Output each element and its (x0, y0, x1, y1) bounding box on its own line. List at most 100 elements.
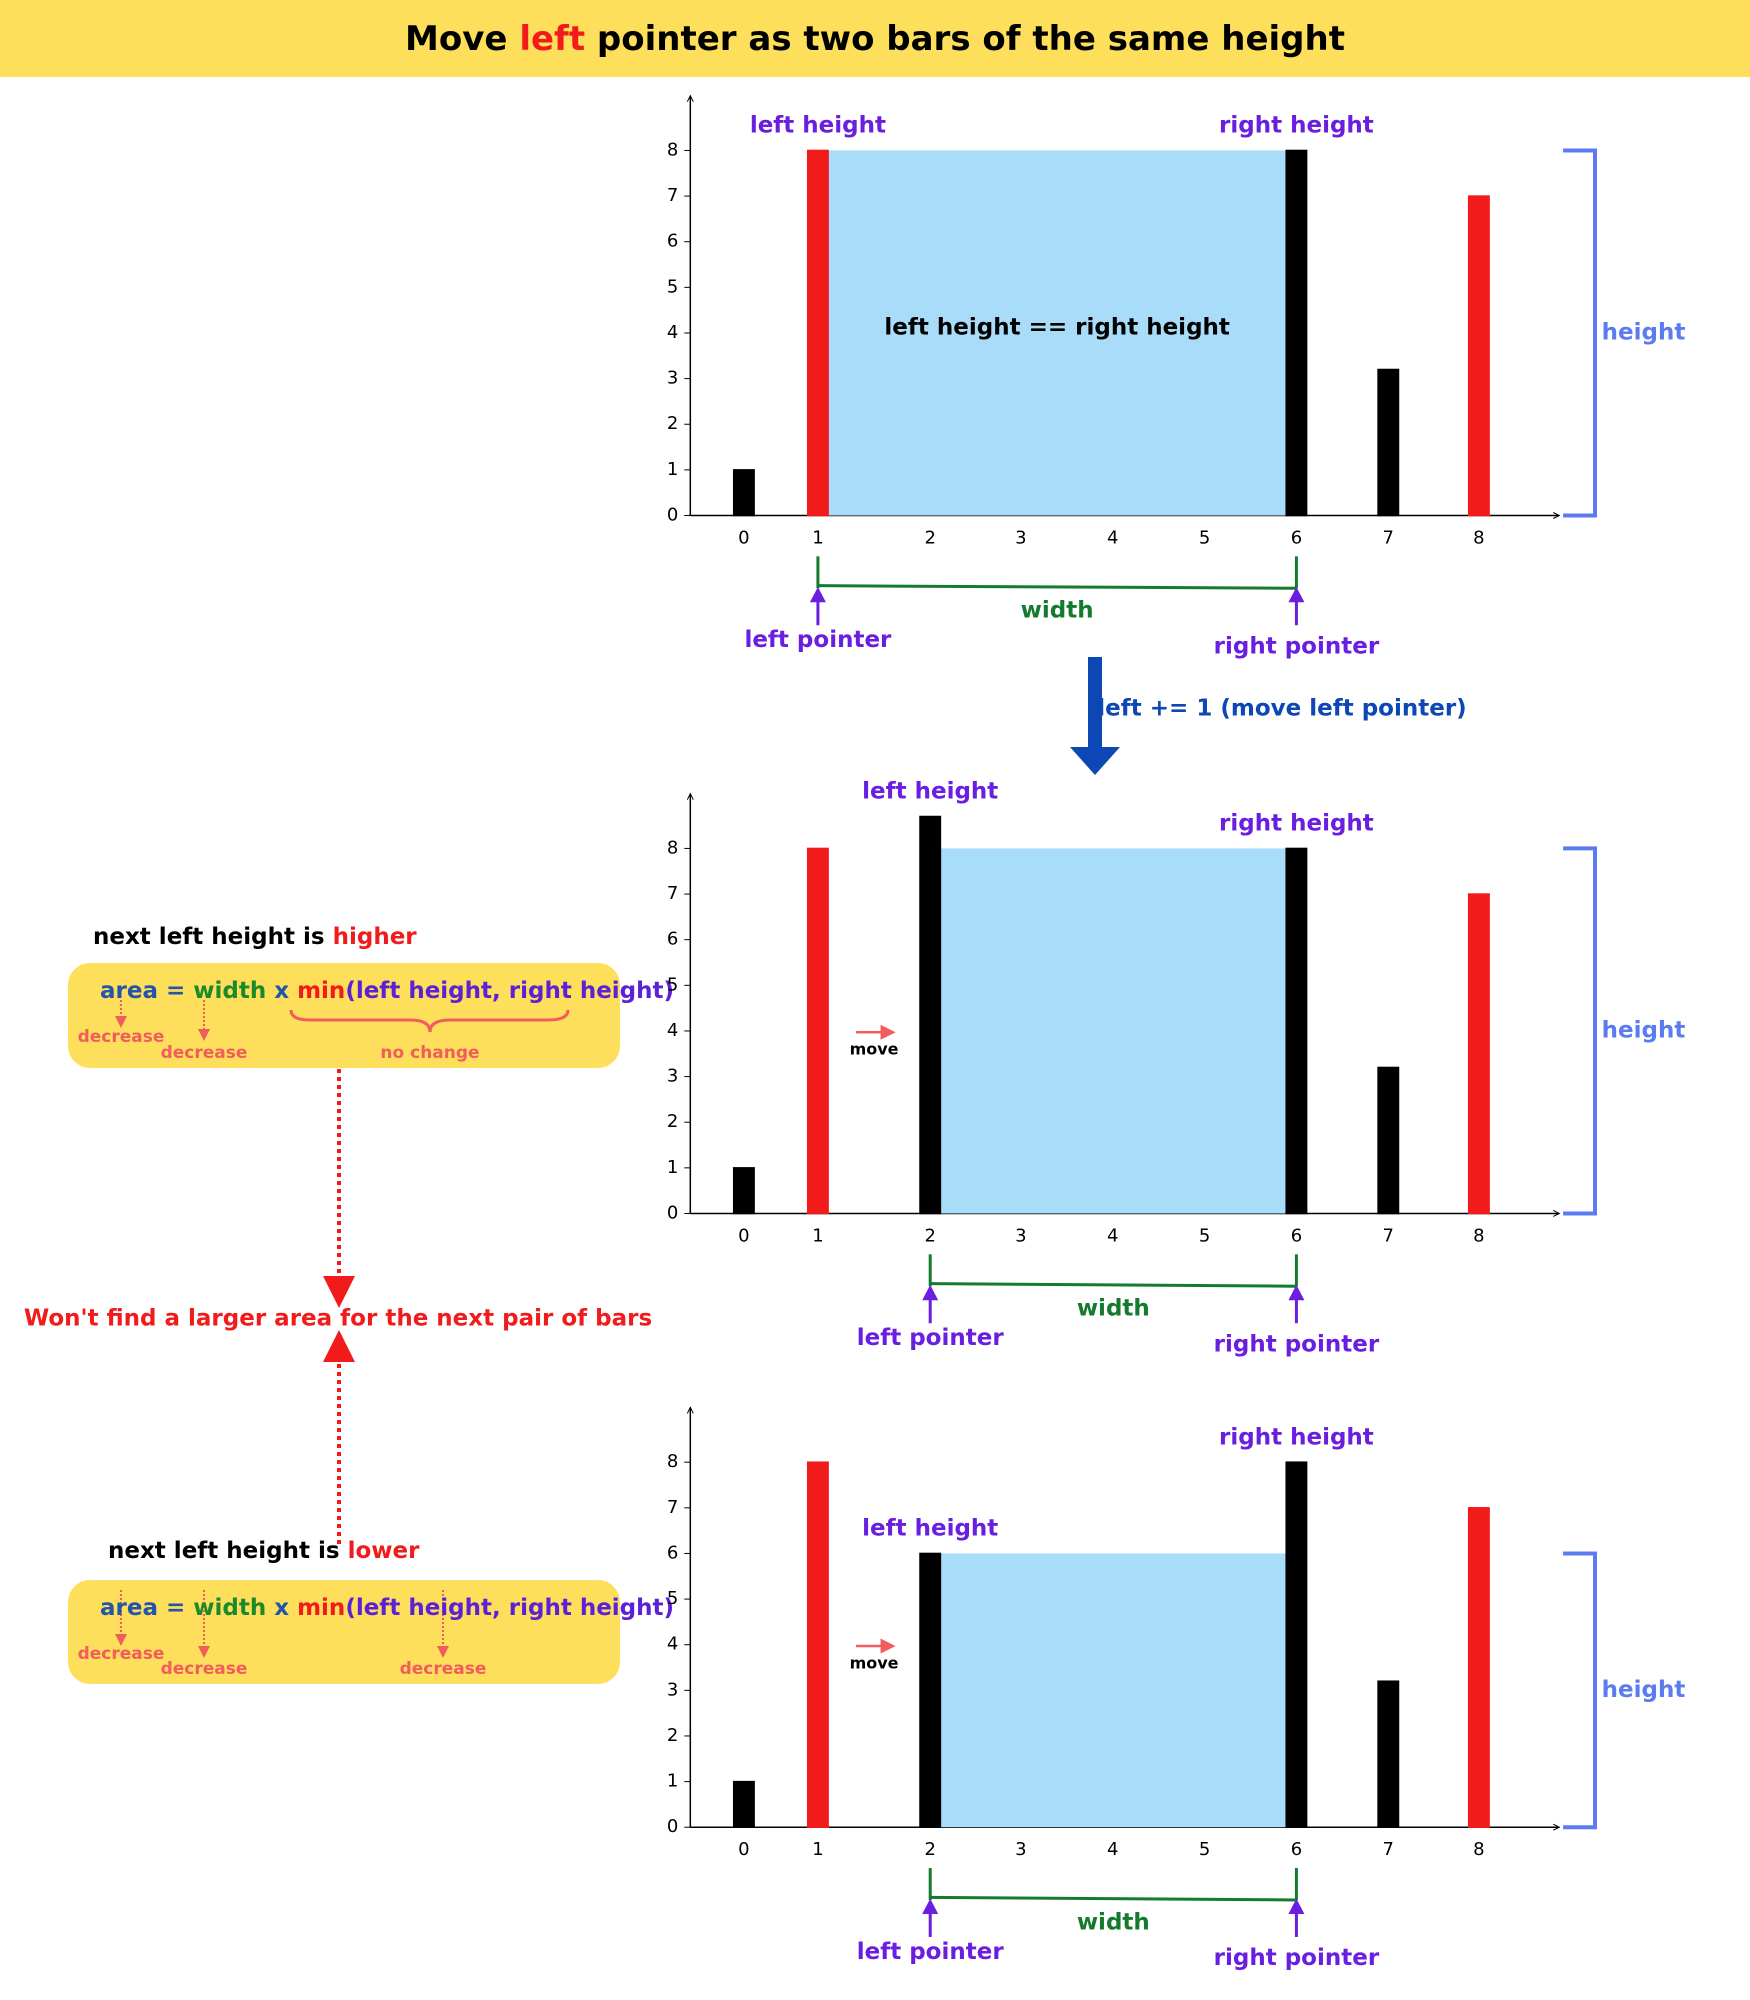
y-tick-label: 3 (667, 1679, 678, 1700)
bar (919, 815, 942, 1215)
bar (1467, 1507, 1490, 1828)
y-tick-label: 1 (667, 459, 678, 480)
y-tick-label: 8 (667, 837, 678, 858)
x-tick-label: 5 (1199, 1225, 1210, 1246)
x-tick-label: 2 (924, 1225, 935, 1246)
heading-part: lower (348, 1538, 421, 1564)
bar (732, 469, 755, 517)
y-tick-label: 6 (667, 929, 678, 950)
formula-part: width (193, 1595, 266, 1621)
y-tick-label: 3 (667, 1066, 678, 1087)
y-tick-label: 5 (667, 1588, 678, 1609)
formula-note: no change (380, 1043, 479, 1063)
bar (1285, 149, 1308, 517)
formula-box (68, 1580, 620, 1684)
y-tick-label: 5 (667, 276, 678, 297)
x-tick-label: 3 (1015, 527, 1026, 548)
y-tick-label: 0 (667, 1816, 678, 1837)
formula-part: area (100, 1595, 158, 1621)
down-arrow-head (1070, 747, 1120, 775)
pointer-arrow-head (922, 1284, 939, 1301)
x-tick-label: 1 (812, 1225, 823, 1246)
left-pointer-label: left pointer (857, 1939, 1005, 1965)
formula: area = width x min(left height, right height… (100, 1595, 674, 1621)
formula-note: decrease (78, 1027, 165, 1047)
height-bracket (1563, 1551, 1597, 1830)
x-tick-label: 7 (1383, 1839, 1394, 1860)
right-pointer-label: right pointer (1214, 1331, 1380, 1357)
y-tick-label: 2 (667, 1111, 678, 1132)
y-tick-label: 6 (667, 231, 678, 252)
area-highlight (940, 1553, 1287, 1828)
y-tick-label: 7 (667, 1497, 678, 1518)
x-axis-arrow (1553, 1210, 1561, 1217)
y-tick-label: 2 (667, 1725, 678, 1746)
formula-part: area (100, 978, 158, 1004)
bar (1377, 1066, 1400, 1215)
area-highlight (940, 848, 1287, 1214)
right-height-label: right height (1219, 113, 1374, 139)
x-tick-label: 1 (812, 1839, 823, 1860)
bar (806, 847, 829, 1215)
bar (919, 1552, 942, 1828)
bar (1285, 847, 1308, 1215)
bar (1467, 893, 1490, 1215)
x-tick-label: 1 (812, 527, 823, 548)
area-note: left height == right height (884, 314, 1230, 340)
pointer-arrow-head (922, 1898, 939, 1914)
y-tick-label: 0 (667, 1202, 678, 1223)
x-tick-label: 3 (1015, 1225, 1026, 1246)
heading-part: higher (333, 924, 418, 950)
conclusion: Won't find a larger area for the next pa… (24, 1306, 652, 1332)
move-label: move (850, 1653, 899, 1672)
x-tick-label: 2 (924, 1839, 935, 1860)
bar (1285, 1461, 1308, 1828)
y-tick-label: 4 (667, 1634, 678, 1655)
x-tick-label: 5 (1199, 1839, 1210, 1860)
width-label: width (1021, 598, 1094, 624)
left-height-label: left height (862, 1516, 998, 1542)
lower-heading: next left height is lower (108, 1538, 420, 1564)
x-tick-label: 4 (1107, 1839, 1118, 1860)
formula-note: decrease (78, 1644, 165, 1664)
height-label: height (1602, 319, 1686, 345)
formula-part: = (166, 978, 185, 1004)
y-tick-label: 1 (667, 1157, 678, 1178)
x-axis-arrow (1553, 512, 1561, 519)
title-part: pointer as two bars of the same height (585, 19, 1345, 59)
y-tick-label: 0 (667, 505, 678, 526)
y-tick-label: 3 (667, 368, 678, 389)
pointer-arrow-head (809, 586, 826, 603)
title-part: Move (405, 19, 519, 59)
formula-note: decrease (161, 1659, 248, 1679)
left-height-label: left height (750, 113, 886, 139)
formula-part: (left height, right height) (345, 1595, 674, 1621)
y-tick-label: 6 (667, 1542, 678, 1563)
right-pointer-label: right pointer (1214, 633, 1380, 659)
bar (732, 1167, 755, 1215)
y-tick-label: 8 (667, 139, 678, 160)
x-tick-label: 7 (1383, 1225, 1394, 1246)
x-tick-label: 0 (738, 1225, 749, 1246)
height-label: height (1602, 1017, 1686, 1043)
formula-note: decrease (161, 1043, 248, 1063)
title: Move left pointer as two bars of the sam… (405, 19, 1345, 59)
y-tick-label: 4 (667, 322, 678, 343)
width-label: width (1077, 1296, 1150, 1322)
bar (806, 149, 829, 517)
x-tick-label: 0 (738, 1839, 749, 1860)
area-highlight (828, 150, 1287, 516)
pointer-arrow-head (1288, 1898, 1305, 1914)
y-tick-label: 2 (667, 413, 678, 434)
formula-box (68, 963, 620, 1068)
bar (732, 1780, 755, 1828)
x-tick-label: 8 (1473, 1839, 1484, 1860)
y-axis-arrow (686, 792, 694, 800)
x-tick-label: 0 (738, 527, 749, 548)
width-label: width (1077, 1909, 1150, 1935)
x-tick-label: 4 (1107, 1225, 1118, 1246)
right-pointer-label: right pointer (1214, 1945, 1380, 1971)
pointer-arrow-head (1288, 586, 1305, 603)
down-arrow-shaft (1088, 657, 1102, 747)
